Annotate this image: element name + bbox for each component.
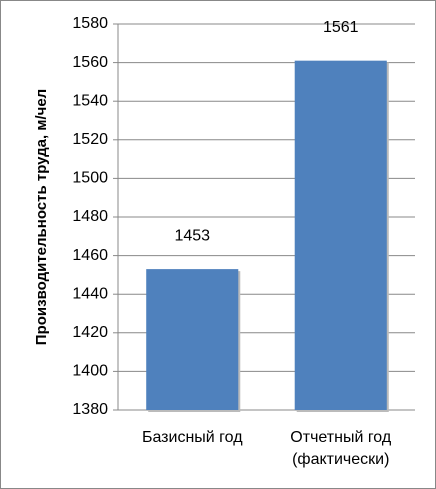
y-tick-label: 1540: [72, 92, 108, 109]
y-tick-label: 1380: [72, 401, 108, 418]
y-tick-label: 1460: [72, 247, 108, 264]
y-tick-label: 1480: [72, 208, 108, 225]
x-tick-label: Базисный год: [141, 429, 243, 446]
y-tick-label: 1520: [72, 131, 108, 148]
value-label: 1453: [174, 227, 210, 244]
y-axis-title: Производительность труда, м/чел: [33, 89, 50, 345]
bar: [294, 60, 387, 411]
y-tick-label: 1400: [72, 363, 108, 380]
y-tick-label: 1440: [72, 285, 108, 302]
value-label: 1561: [323, 19, 359, 36]
y-tick-label: 1560: [72, 54, 108, 71]
y-tick-label: 1580: [72, 15, 108, 32]
y-tick-label: 1500: [72, 170, 108, 187]
bar: [146, 269, 239, 410]
x-tick-label: Отчетный год (фактически): [290, 429, 392, 468]
y-tick-label: 1420: [72, 324, 108, 341]
